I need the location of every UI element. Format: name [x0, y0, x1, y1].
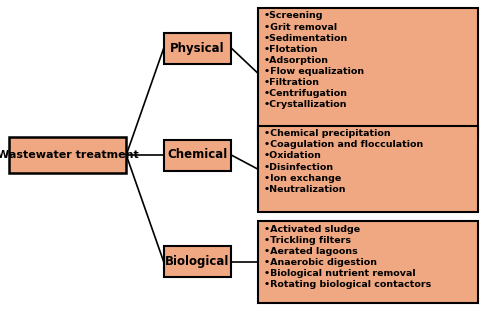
- FancyBboxPatch shape: [258, 126, 478, 212]
- Text: •Screening
•Grit removal
•Sedimentation
•Flotation
•Adsorption
•Flow equalizatio: •Screening •Grit removal •Sedimentation …: [264, 11, 364, 109]
- Text: Biological: Biological: [166, 255, 230, 268]
- Text: •Chemical precipitation
•Coagulation and flocculation
•Oxidation
•Disinfection
•: •Chemical precipitation •Coagulation and…: [264, 129, 423, 194]
- FancyBboxPatch shape: [164, 246, 231, 277]
- FancyBboxPatch shape: [258, 221, 478, 303]
- Text: Chemical: Chemical: [168, 148, 228, 162]
- Text: Physical: Physical: [170, 42, 225, 55]
- FancyBboxPatch shape: [9, 137, 126, 173]
- Text: Wastewater treatment: Wastewater treatment: [0, 150, 138, 160]
- FancyBboxPatch shape: [164, 140, 231, 170]
- FancyBboxPatch shape: [164, 33, 231, 64]
- Text: •Activated sludge
•Trickling filters
•Aerated lagoons
•Anaerobic digestion
•Biol: •Activated sludge •Trickling filters •Ae…: [264, 224, 431, 289]
- FancyBboxPatch shape: [258, 8, 478, 138]
